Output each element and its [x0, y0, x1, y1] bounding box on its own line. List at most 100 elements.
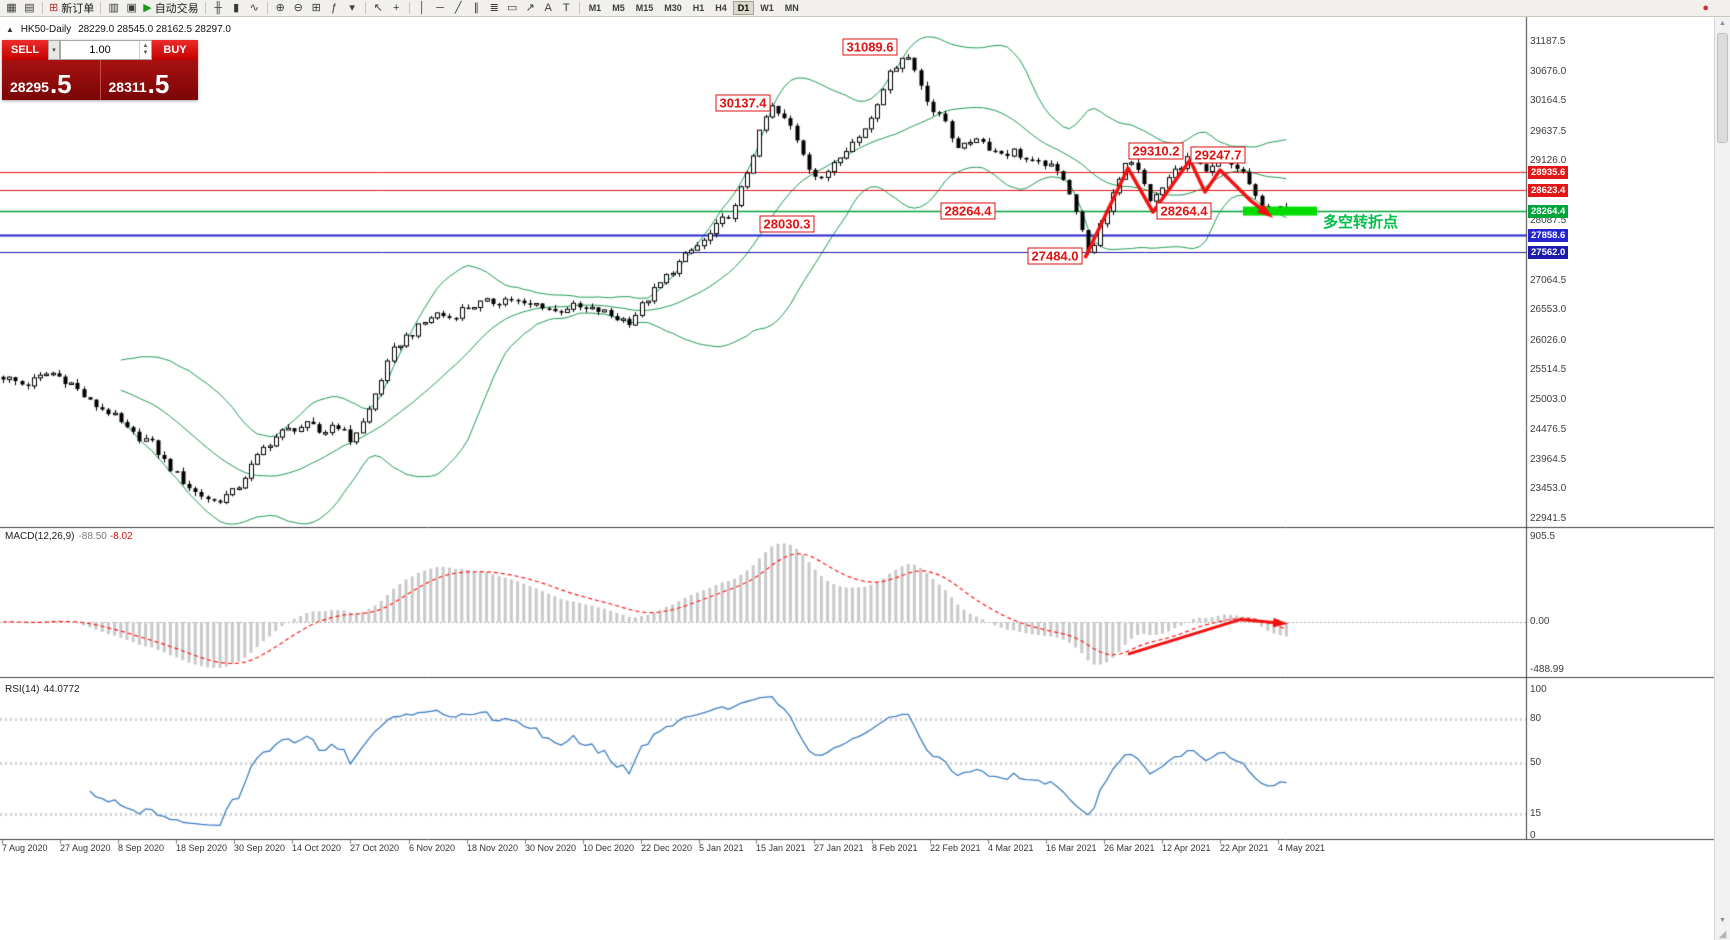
- indicators-list-button[interactable]: ▾: [344, 1, 361, 16]
- price-level-tag: 28623.4: [1528, 184, 1569, 198]
- time-axis-label: 4 Mar 2021: [988, 843, 1034, 853]
- vertical-line-tool-button[interactable]: │: [414, 1, 431, 16]
- time-axis-label: 18 Sep 2020: [176, 843, 228, 853]
- text-label-tool-icon: T: [562, 1, 570, 14]
- timeframe-m30-button[interactable]: M30: [664, 3, 682, 13]
- timeframe-h1-button[interactable]: H1: [692, 3, 705, 13]
- chart-ohlc-values: 28229.0 28545.0 28162.5 28297.0: [78, 24, 231, 35]
- cursor-button[interactable]: ↖: [370, 1, 387, 16]
- crosshair-icon: +: [392, 1, 400, 14]
- price-callout[interactable]: 31089.6: [842, 38, 898, 56]
- macd-main-value: -88.50: [78, 531, 107, 542]
- time-axis-label: 22 Apr 2021: [1220, 843, 1269, 853]
- trade-panel-collapse-icon[interactable]: ▲: [6, 25, 14, 34]
- timeframe-mn-button[interactable]: MN: [784, 3, 799, 13]
- timeframe-h4-button[interactable]: H4: [715, 3, 727, 13]
- channel-tool-button[interactable]: ∥: [468, 1, 485, 16]
- buy-button[interactable]: BUY: [152, 40, 198, 60]
- buy-price[interactable]: 28311.5: [99, 60, 199, 100]
- volume-increase-icon[interactable]: ▲: [142, 43, 149, 49]
- horizontal-line-tool-button[interactable]: ─: [432, 1, 449, 16]
- price-callout[interactable]: 29247.7: [1190, 146, 1246, 164]
- trendline-tool-button[interactable]: ╱: [450, 1, 467, 16]
- timeframe-d1-button[interactable]: D1: [732, 1, 755, 15]
- vertical-scrollbar[interactable]: ▲ ▼ ◢: [1714, 17, 1730, 940]
- timeframe-w1-button[interactable]: W1: [760, 3, 774, 13]
- timeframe-m1-button[interactable]: M1: [588, 3, 602, 13]
- data-window-button[interactable]: ▣: [123, 1, 140, 16]
- price-axis-label: 23964.5: [1530, 453, 1567, 465]
- market-watch-button[interactable]: ▥: [105, 1, 122, 16]
- line-chart-mode-button[interactable]: ∿: [246, 1, 263, 16]
- time-axis-label: 8 Feb 2021: [872, 843, 918, 853]
- time-axis-label: 27 Jan 2021: [814, 843, 864, 853]
- shapes-tool-icon: ▭: [506, 1, 518, 14]
- price-callout[interactable]: 29310.2: [1128, 142, 1184, 160]
- price-axis-label: 27064.5: [1530, 274, 1567, 286]
- rsi-axis-label: 0: [1530, 830, 1536, 841]
- shapes-tool-button[interactable]: ▭: [504, 1, 521, 16]
- line-chart-mode-icon: ∿: [249, 1, 259, 14]
- tile-windows-button[interactable]: ⊞: [308, 1, 325, 16]
- chart-profiles-button[interactable]: ▤: [21, 1, 38, 16]
- volume-input[interactable]: [61, 41, 139, 59]
- volume-decrease-icon[interactable]: ▼: [142, 50, 149, 56]
- auto-trading-button[interactable]: ▶ 自动交易: [141, 1, 200, 16]
- one-click-trading-panel: SELL ▾ ▲ ▼ BUY 28295.5 28311.5: [2, 40, 198, 100]
- chart-ohlc-header: ▲ HK50-Daily 28229.0 28545.0 28162.5 282…: [6, 24, 235, 35]
- zoom-in-button[interactable]: ⊕: [272, 1, 289, 16]
- timeframe-m15-button[interactable]: M15: [635, 3, 654, 13]
- time-axis-label: 22 Feb 2021: [930, 843, 981, 853]
- price-level-tag: 27858.6: [1528, 228, 1569, 242]
- sell-button[interactable]: SELL: [2, 40, 48, 60]
- candlestick-mode-button[interactable]: ▮: [228, 1, 245, 16]
- turning-point-annotation[interactable]: 多空转折点: [1323, 214, 1399, 231]
- new-chart-button[interactable]: ▦: [3, 1, 20, 16]
- buy-price-frac: .5: [147, 69, 170, 99]
- sell-price[interactable]: 28295.5: [2, 60, 100, 100]
- price-callout[interactable]: 28264.4: [940, 202, 996, 220]
- scroll-down-icon[interactable]: ▼: [1719, 917, 1726, 924]
- price-callout[interactable]: 30137.4: [715, 94, 771, 112]
- rsi-indicator-label: RSI(14) 44.0772: [5, 684, 80, 695]
- indicators-button[interactable]: ƒ: [326, 1, 343, 16]
- price-axis-label: 26553.0: [1530, 304, 1567, 316]
- price-axis-label: 25514.5: [1530, 364, 1567, 376]
- time-axis-label: 27 Aug 2020: [60, 843, 111, 853]
- zoom-out-button[interactable]: ⊖: [290, 1, 307, 16]
- time-axis-label: 30 Nov 2020: [525, 843, 577, 853]
- price-axis-label: 29637.5: [1530, 125, 1567, 137]
- price-axis-label: 26026.0: [1530, 334, 1567, 346]
- time-axis-label: 30 Sep 2020: [234, 843, 286, 853]
- new-order-button[interactable]: ⊞ 新订单: [47, 1, 96, 16]
- macd-signal-value: -8.02: [109, 531, 133, 542]
- scrollbar-thumb[interactable]: [1717, 33, 1728, 143]
- toolbar-separator: [266, 2, 268, 14]
- bar-chart-mode-button[interactable]: ╫: [210, 1, 227, 16]
- volume-dropdown-button[interactable]: ▾: [48, 40, 60, 60]
- price-axis-label: 25003.0: [1530, 393, 1567, 405]
- crosshair-button[interactable]: +: [388, 1, 405, 16]
- price-callout[interactable]: 28030.3: [759, 215, 815, 233]
- buy-price-main: 28311: [108, 79, 147, 95]
- volume-spinner[interactable]: ▲ ▼: [139, 41, 151, 59]
- price-callout[interactable]: 28264.4: [1156, 202, 1212, 220]
- time-axis-label: 8 Sep 2020: [118, 843, 165, 853]
- time-axis-label: 27 Oct 2020: [350, 843, 400, 853]
- toolbar: ▦ ▤ ⊞ 新订单 ▥ ▣ ▶ 自动交易 ╫ ▮ ∿ ⊕ ⊖ ⊞ ƒ ▾ ↖ + │ ─ ╱ ∥ ≣ ▭ ↗ A T M1 M5 M15 M…: [0, 0, 1730, 17]
- rsi-axis-label: 15: [1530, 808, 1542, 820]
- text-tool-button[interactable]: A: [540, 1, 557, 16]
- text-label-tool-button[interactable]: T: [558, 1, 575, 16]
- toolbar-separator: [364, 2, 366, 14]
- scroll-up-icon[interactable]: ▲: [1719, 20, 1726, 27]
- vertical-line-tool-icon: │: [418, 1, 426, 14]
- price-callout[interactable]: 27484.0: [1027, 247, 1083, 265]
- timeframe-m5-button[interactable]: M5: [612, 3, 625, 13]
- cursor-icon: ↖: [373, 1, 383, 14]
- price-axis-label: 22941.5: [1530, 513, 1567, 524]
- arrows-tool-icon: ↗: [525, 1, 535, 14]
- fibonacci-tool-button[interactable]: ≣: [486, 1, 503, 16]
- arrows-tool-button[interactable]: ↗: [522, 1, 539, 16]
